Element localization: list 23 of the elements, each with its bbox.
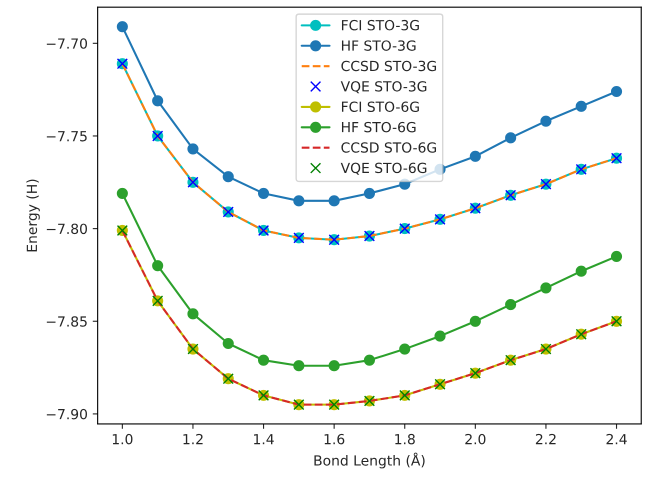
x-tick-label: 1.2 [183,434,203,444]
y-tick-label: −7.90 [46,408,88,420]
legend-label: HF STO-6G [342,122,416,132]
x-axis-title: Bond Length (Å) [314,452,425,468]
x-tick-label: 2.4 [606,434,627,444]
x-tick-label: 1.0 [112,434,132,444]
x-tick-label: 2.0 [465,434,486,444]
legend-label: CCSD STO-6G [341,142,436,153]
y-tick-label: −7.70 [46,38,88,49]
y-tick-label: −7.80 [46,224,88,234]
legend-label: VQE STO-3G [340,81,426,94]
x-tick-label: 1.4 [254,434,274,444]
legend-label: CCSD STO-3G [341,60,436,72]
legend-label: VQE STO-6G [340,162,426,175]
legend-label: FCI STO-3G [342,20,419,30]
x-tick-label: 1.6 [324,434,344,444]
x-tick-label: 1.8 [395,434,415,444]
y-tick-label: −7.75 [46,131,87,142]
x-tick-label: 2.2 [536,434,556,444]
y-tick-label: −7.85 [46,316,87,327]
y-axis-title: Energy (H) [26,180,40,252]
legend-label: FCI STO-6G [342,101,419,112]
legend-label: HF STO-3G [342,40,416,51]
